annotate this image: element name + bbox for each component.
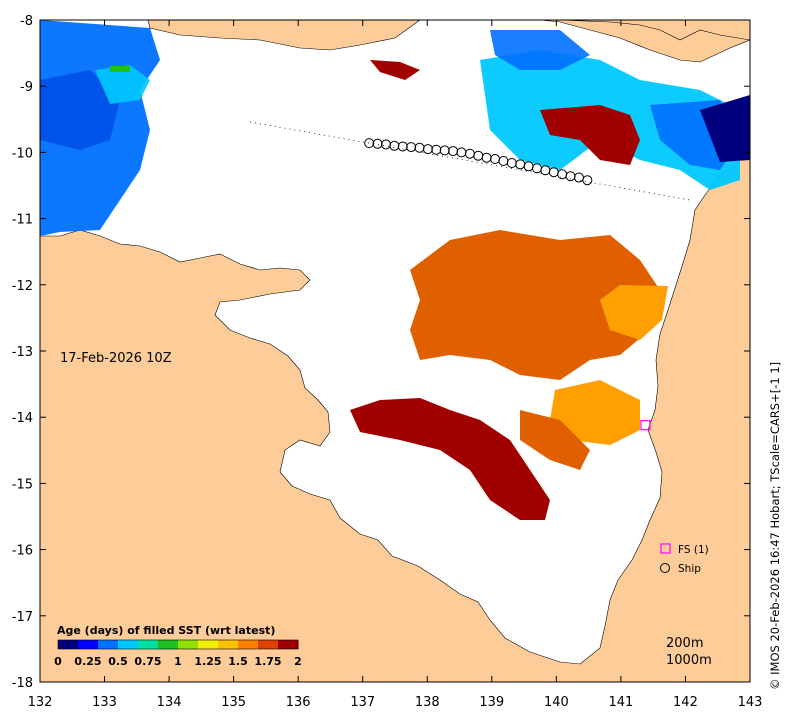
lon-tick-label: 138 [415,695,440,710]
lat-tick-label: -10 [12,146,33,161]
lon-tick-label: 142 [673,695,698,710]
lat-tick-label: -16 [12,544,33,559]
fs-legend-symbol [660,543,671,554]
lon-tick-label: 139 [479,695,504,710]
colorbar-segment [118,640,139,649]
ship-track [364,138,593,186]
colorbar-segment [258,640,279,649]
colorbar-tick-label: 1.25 [194,655,221,668]
colorbar [57,639,299,650]
sea-area [40,20,750,665]
colorbar-segment [278,640,299,649]
date-label: 17-Feb-2026 10Z [60,351,172,366]
lon-tick-label: 136 [286,695,311,710]
lon-tick-label: 143 [738,695,763,710]
ship-position [397,141,408,152]
ship-position [439,145,450,156]
sst-patch-cyan-nw [95,65,150,104]
latitude-axis: -8 -9 -10 -11 -12 -13 -14 -15 -16 -17 -18 [12,14,750,691]
colorbar-segment [78,640,99,649]
lat-tick-label: -15 [12,477,33,492]
sst-patch-orange-east [520,410,590,470]
colorbar-title: Age (days) of filled SST (wrt latest) [57,624,275,637]
sst-patch-green-nw [110,66,130,72]
sst-age-field [40,20,750,520]
lat-tick-label: -13 [12,345,33,360]
lat-tick-label: -9 [20,80,33,95]
ship-position [389,140,400,151]
colorbar-tick-label: 1.5 [228,655,248,668]
isobath-200m: 200m [666,636,703,651]
lat-tick-label: -17 [12,610,33,625]
fs-marker [640,420,651,431]
colorbar-tick-label: 0 [54,655,62,668]
png-coast [400,20,750,41]
colorbar-tick-label: 1 [174,655,182,668]
ship-legend-label: Ship [678,563,701,575]
sst-patch-red-south [350,398,550,520]
colorbar-segment [58,640,79,649]
isobath-1000m: 1000m [666,653,712,668]
colorbar-segment [138,640,159,649]
ship-position [422,144,433,155]
colorbar-outline [57,639,299,650]
colorbar-tick-label: 0.75 [134,655,161,668]
lon-tick-label: 132 [28,695,53,710]
colorbar-segment [218,640,239,649]
colorbar-tick-label: 0.25 [74,655,101,668]
lon-tick-label: 140 [544,695,569,710]
ship-position [582,175,593,186]
lon-tick-label: 137 [350,695,375,710]
colorbar-segment [238,640,259,649]
sst-patch-navy-ne [700,95,750,162]
colorbar-segment [158,640,179,649]
lon-tick-label: 134 [157,695,182,710]
colorbar-tick-label: 1.75 [254,655,281,668]
lat-tick-label: -14 [12,411,33,426]
colorbar-segment [198,640,219,649]
lon-tick-label: 135 [221,695,246,710]
ship-position [406,142,417,153]
ship-position [364,138,375,149]
colorbar-segment [178,640,199,649]
lat-tick-label: -11 [12,213,33,228]
sst-patch-red-ne [540,105,640,165]
colorbar-ticks: 0 0.25 0.5 0.75 1 1.25 1.5 1.75 2 [54,655,302,668]
sst-patch-red-n [370,60,420,80]
lat-tick-label: -18 [12,676,33,691]
sst-patch-amber-east [550,380,640,445]
lat-tick-label: -8 [20,14,33,29]
ship-position [431,144,442,155]
ship-position [372,138,383,149]
sst-patch-blue-nw2 [40,70,120,150]
lon-tick-label: 141 [608,695,633,710]
sst-patch-amber-central [600,285,668,340]
colorbar-segment [98,640,119,649]
sst-patch-blue-ne [490,30,590,70]
credit-text: © IMOS 20-Feb-2026 16:47 Hobart; TScale=… [768,361,782,690]
lon-tick-label: 133 [92,695,117,710]
ship-legend-symbol [660,563,670,573]
sst-patch-orange-central [410,230,660,380]
fs-legend-label: FS (1) [678,544,709,556]
lat-tick-label: -12 [12,279,33,294]
longitude-axis: 132 133 134 135 136 137 138 139 140 141 142 143 [28,20,763,710]
colorbar-tick-label: 2 [294,655,302,668]
colorbar-tick-label: 0.5 [108,655,128,668]
